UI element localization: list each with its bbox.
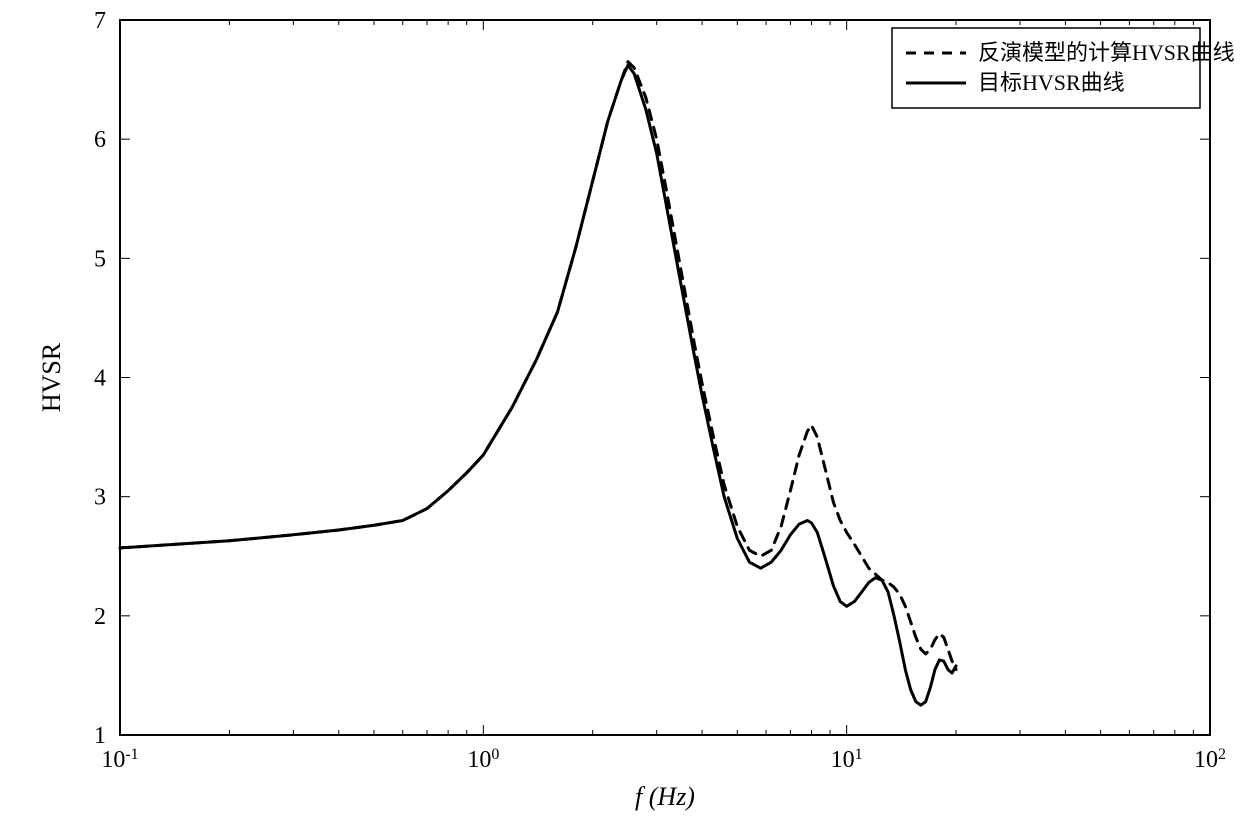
y-tick-label: 5 [94,246,106,272]
y-tick-label: 6 [94,127,106,153]
hvsr-chart: 10-11001011021234567HVSRf (Hz)反演模型的计算HVS… [0,0,1240,825]
legend-label: 反演模型的计算HVSR曲线 [978,40,1235,65]
y-tick-label: 3 [94,485,106,511]
legend: 反演模型的计算HVSR曲线目标HVSR曲线 [892,28,1235,108]
y-tick-label: 7 [94,8,106,34]
y-axis-label: HVSR [37,342,66,412]
legend-label: 目标HVSR曲线 [978,70,1125,95]
x-axis-label: f (Hz) [635,782,695,811]
chart-svg: 10-11001011021234567HVSRf (Hz)反演模型的计算HVS… [0,0,1240,825]
y-tick-label: 1 [94,723,106,749]
y-tick-label: 2 [94,604,106,630]
y-tick-label: 4 [94,366,106,392]
